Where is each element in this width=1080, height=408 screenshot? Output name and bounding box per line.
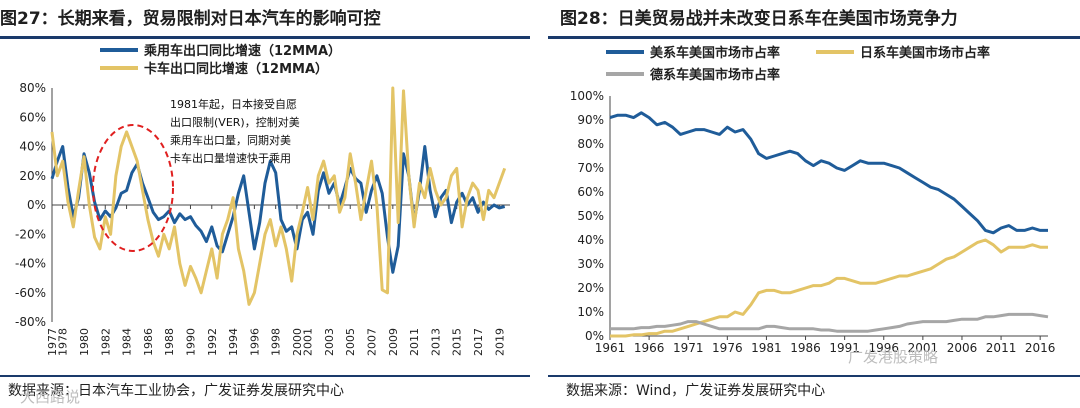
y-tick-label: 60% [577, 185, 604, 199]
x-tick-label: 2013 [429, 328, 442, 356]
y-tick-label: 80% [577, 137, 604, 151]
y-tick-label: 20% [577, 281, 604, 295]
y-tick-label: 70% [577, 161, 604, 175]
x-tick-label: 2019 [493, 328, 506, 356]
right-title: 图28：日美贸易战并未改变日系车在美国市场竞争力 [560, 9, 958, 29]
x-tick-label: 1984 [121, 328, 134, 356]
left-title-rule [0, 36, 530, 39]
series-line-1 [50, 145, 506, 274]
legend-label-2: 日系车美国市场市占率 [860, 45, 990, 61]
y-tick-label: 100% [570, 89, 604, 103]
y-tick-label: 0% [27, 198, 46, 212]
x-tick-label: 1988 [163, 328, 176, 356]
x-tick-label: 2016 [1025, 341, 1056, 355]
y-tick-label: -40% [15, 257, 46, 271]
watermark-right: 广发港股策略 [848, 348, 939, 366]
x-tick-label: 1986 [142, 328, 155, 356]
x-tick-label: 1971 [673, 341, 704, 355]
left-bottom-rule [0, 375, 530, 377]
right-panel: 图28：日美贸易战并未改变日系车在美国市场竞争力 0% 10% 20% 30% 40% 5… [548, 0, 1080, 408]
x-tick-label: 2000 [291, 328, 304, 356]
series-line-2 [50, 86, 507, 306]
x-tick-label: 1976 [712, 341, 743, 355]
x-tick-label: 2001 [302, 328, 315, 356]
annotation-line-3: 乘用车出口量，同期对美 [170, 133, 291, 147]
series-line-3 [610, 312, 1049, 333]
x-tick-label: 1998 [270, 328, 283, 356]
x-tick-label: 2011 [408, 328, 421, 356]
x-tick-label: 2003 [323, 328, 336, 356]
left-source: 数据来源：日本汽车工业协会，广发证券发展研究中心 [8, 383, 344, 399]
y-tick-label: 30% [577, 257, 604, 271]
left-panel: 图27：长期来看，贸易限制对日本汽车的影响可控 -80% -60% -40% -20%… [0, 0, 530, 408]
y-tick-label: 20% [19, 169, 46, 183]
right-title-rule [548, 36, 1080, 39]
x-tick-label: 1996 [868, 341, 899, 355]
y-tick-label: -80% [15, 315, 46, 329]
y-tick-label: 50% [577, 209, 604, 223]
legend-label-2: 卡车出口同比增速（12MMA） [144, 61, 328, 77]
y-tick-label: 40% [577, 233, 604, 247]
y-tick-label: 40% [19, 140, 46, 154]
x-tick-label: 2011 [986, 341, 1017, 355]
x-tick-label: 1980 [78, 328, 91, 356]
x-tick-label: 1961 [595, 341, 626, 355]
x-tick-label: 1978 [57, 328, 70, 356]
series-line-2 [610, 238, 1048, 338]
x-tick-label: 2007 [366, 328, 379, 356]
annotation-line-1: 1981年起，日本接受自愿 [170, 97, 297, 111]
annotation-line-4: 卡车出口量增速快于乘用 [170, 151, 291, 165]
x-tick-label: 1996 [248, 328, 261, 356]
y-tick-label: 10% [577, 305, 604, 319]
x-tick-label: 2005 [344, 328, 357, 356]
x-tick-label: 1981 [751, 341, 782, 355]
series-line-1 [609, 111, 1048, 235]
left-title: 图27：长期来看，贸易限制对日本汽车的影响可控 [0, 9, 381, 29]
x-tick-label: 1994 [227, 328, 240, 356]
legend-label-1: 美系车美国市场市占率 [650, 45, 780, 61]
legend-label-1: 乘用车出口同比增速（12MMA） [143, 43, 341, 59]
y-tick-label: 80% [19, 81, 46, 95]
x-tick-label: 2015 [451, 328, 464, 356]
annotation-line-2: 出口限制(VER)，控制对美 [170, 115, 300, 129]
x-tick-label: 1982 [99, 328, 112, 356]
highlight-ellipse [92, 124, 174, 252]
x-tick-label: 1991 [829, 341, 860, 355]
right-bottom-rule [548, 375, 1080, 377]
x-tick-label: 2009 [387, 328, 400, 356]
watermark-left: 大西路说 [20, 388, 81, 406]
right-chart: 0% 10% 20% 30% 40% 50% 60% 70% 80% 90% 100% 1961 196… [570, 45, 1056, 355]
x-tick-label: 1986 [790, 341, 821, 355]
y-tick-label: 90% [577, 113, 604, 127]
right-source: 数据来源：Wind，广发证券发展研究中心 [566, 383, 826, 399]
x-tick-label: 1990 [184, 328, 197, 356]
x-tick-label: 1977 [46, 328, 59, 356]
x-tick-label: 2006 [947, 341, 978, 355]
x-tick-label: 1992 [206, 328, 219, 356]
y-tick-label: -20% [15, 227, 46, 241]
y-tick-label: 60% [19, 110, 46, 124]
x-tick-label: 2001 [908, 341, 939, 355]
x-tick-label: 2017 [472, 328, 485, 356]
y-tick-label: 0% [585, 329, 604, 343]
x-tick-label: 1966 [634, 341, 665, 355]
legend-label-3: 德系车美国市场市占率 [650, 67, 780, 83]
y-tick-label: -60% [15, 286, 46, 300]
